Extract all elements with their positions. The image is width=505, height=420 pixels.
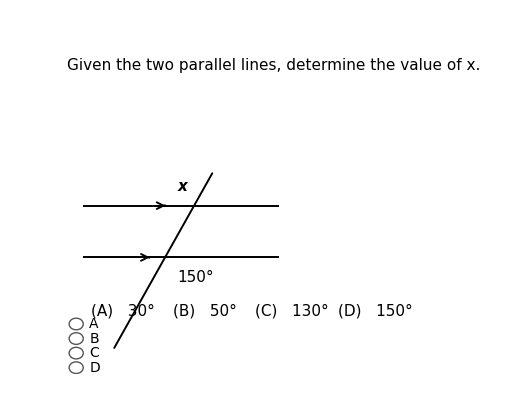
Text: (C)   130°: (C) 130° xyxy=(255,303,329,318)
Text: (B)   50°: (B) 50° xyxy=(173,303,236,318)
Text: Given the two parallel lines, determine the value of x.: Given the two parallel lines, determine … xyxy=(67,58,480,74)
Text: C: C xyxy=(89,346,98,360)
Text: 150°: 150° xyxy=(176,270,213,285)
Text: (A)   30°: (A) 30° xyxy=(90,303,154,318)
Text: B: B xyxy=(89,331,98,346)
Text: x: x xyxy=(177,179,187,194)
Text: A: A xyxy=(89,317,98,331)
Text: (D)   150°: (D) 150° xyxy=(337,303,412,318)
Text: D: D xyxy=(89,361,99,375)
